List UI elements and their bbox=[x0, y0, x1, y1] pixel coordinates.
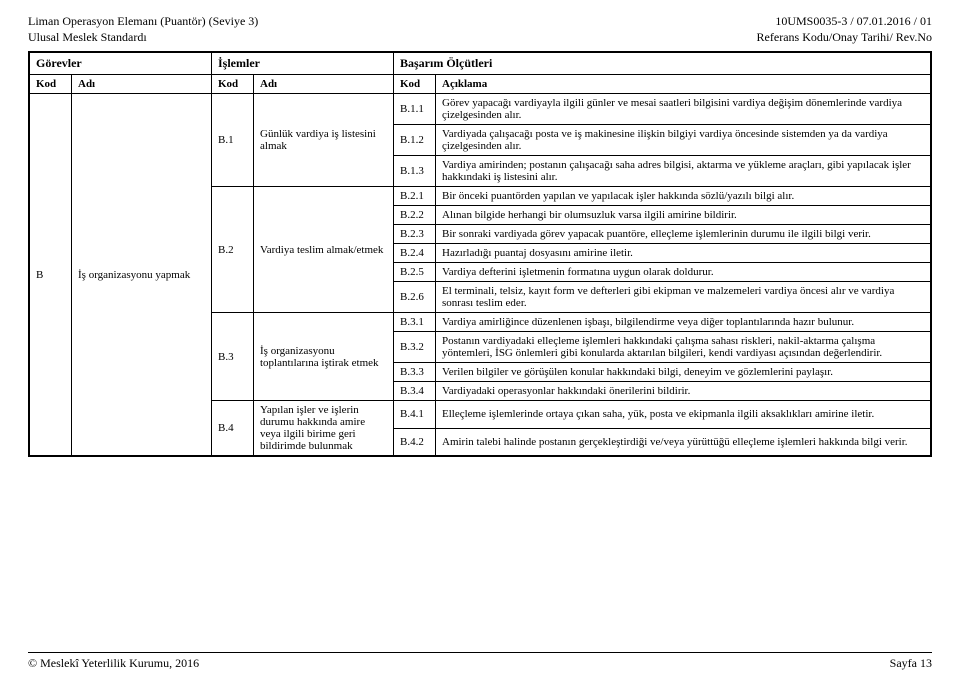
col-gorevler: Görevler bbox=[30, 53, 212, 75]
header-ref-label: Referans Kodu/Onay Tarihi/ Rev.No bbox=[757, 30, 932, 45]
header-ref-code: 10UMS0035-3 / 07.01.2016 / 01 bbox=[757, 14, 932, 29]
crit-text: El terminali, telsiz, kayıt form ve deft… bbox=[436, 282, 931, 313]
crit-text: Görev yapacağı vardiyayla ilgili günler … bbox=[436, 94, 931, 125]
criteria-table: Görevler İşlemler Başarım Ölçütleri Kod … bbox=[29, 52, 931, 456]
crit-kod: B.2.5 bbox=[394, 263, 436, 282]
col-basarim: Başarım Ölçütleri bbox=[394, 53, 931, 75]
table-row: B İş organizasyonu yapmak B.1 Günlük var… bbox=[30, 94, 931, 125]
crit-kod: B.2.6 bbox=[394, 282, 436, 313]
header-subtitle: Ulusal Meslek Standardı bbox=[28, 30, 258, 45]
crit-text: Alınan bilgide herhangi bir olumsuzluk v… bbox=[436, 206, 931, 225]
crit-text: Elleçleme işlemlerinde ortaya çıkan saha… bbox=[436, 401, 931, 429]
col-kod-3: Kod bbox=[394, 75, 436, 94]
crit-text: Verilen bilgiler ve görüşülen konular ha… bbox=[436, 363, 931, 382]
col-adi-1: Adı bbox=[72, 75, 212, 94]
op-name: Günlük vardiya iş listesini almak bbox=[254, 94, 394, 187]
op-name: İş organizasyonu toplantılarına iştirak … bbox=[254, 313, 394, 401]
crit-kod: B.3.2 bbox=[394, 332, 436, 363]
task-name: İş organizasyonu yapmak bbox=[72, 94, 212, 456]
crit-kod: B.2.3 bbox=[394, 225, 436, 244]
crit-kod: B.3.3 bbox=[394, 363, 436, 382]
footer-divider bbox=[28, 652, 932, 653]
crit-kod: B.2.2 bbox=[394, 206, 436, 225]
col-islemler: İşlemler bbox=[212, 53, 394, 75]
crit-text: Amirin talebi halinde postanın gerçekleş… bbox=[436, 428, 931, 456]
page-footer: © Meslekî Yeterlilik Kurumu, 2016 Sayfa … bbox=[28, 656, 932, 671]
crit-text: Vardiya amirliğince düzenlenen işbaşı, b… bbox=[436, 313, 931, 332]
crit-kod: B.4.1 bbox=[394, 401, 436, 429]
col-kod-1: Kod bbox=[30, 75, 72, 94]
crit-kod: B.3.4 bbox=[394, 382, 436, 401]
op-kod: B.3 bbox=[212, 313, 254, 401]
op-kod: B.2 bbox=[212, 187, 254, 313]
crit-text: Vardiyada çalışacağı posta ve iş makines… bbox=[436, 125, 931, 156]
crit-kod: B.2.4 bbox=[394, 244, 436, 263]
crit-kod: B.1.3 bbox=[394, 156, 436, 187]
op-name: Vardiya teslim almak/etmek bbox=[254, 187, 394, 313]
op-name: Yapılan işler ve işlerin durumu hakkında… bbox=[254, 401, 394, 456]
crit-kod: B.1.2 bbox=[394, 125, 436, 156]
crit-text: Bir önceki puantörden yapılan ve yapılac… bbox=[436, 187, 931, 206]
crit-kod: B.1.1 bbox=[394, 94, 436, 125]
col-adi-2: Adı bbox=[254, 75, 394, 94]
crit-text: Vardiyadaki operasyonlar hakkındaki öner… bbox=[436, 382, 931, 401]
crit-text: Vardiya defterini işletmenin formatına u… bbox=[436, 263, 931, 282]
op-kod: B.1 bbox=[212, 94, 254, 187]
crit-text: Bir sonraki vardiyada görev yapacak puan… bbox=[436, 225, 931, 244]
header-title: Liman Operasyon Elemanı (Puantör) (Seviy… bbox=[28, 14, 258, 29]
crit-text: Vardiya amirinden; postanın çalışacağı s… bbox=[436, 156, 931, 187]
op-kod: B.4 bbox=[212, 401, 254, 456]
criteria-table-wrapper: Görevler İşlemler Başarım Ölçütleri Kod … bbox=[28, 51, 932, 457]
crit-kod: B.3.1 bbox=[394, 313, 436, 332]
col-aciklama: Açıklama bbox=[436, 75, 931, 94]
col-kod-2: Kod bbox=[212, 75, 254, 94]
crit-text: Hazırladığı puantaj dosyasını amirine il… bbox=[436, 244, 931, 263]
task-kod: B bbox=[30, 94, 72, 456]
crit-kod: B.2.1 bbox=[394, 187, 436, 206]
crit-text: Postanın vardiyadaki elleçleme işlemleri… bbox=[436, 332, 931, 363]
crit-kod: B.4.2 bbox=[394, 428, 436, 456]
footer-page-number: Sayfa 13 bbox=[890, 656, 932, 671]
page-header: Liman Operasyon Elemanı (Puantör) (Seviy… bbox=[28, 14, 932, 45]
footer-copyright: © Meslekî Yeterlilik Kurumu, 2016 bbox=[28, 656, 199, 671]
